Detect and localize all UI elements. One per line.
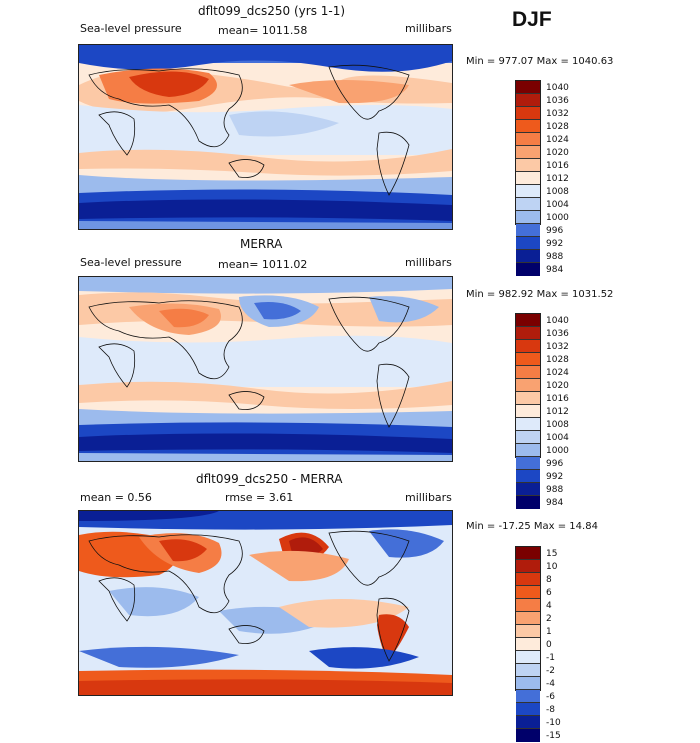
panel2-mean-label: mean= 1011.02 xyxy=(218,258,308,271)
panel3-minmax: Min = -17.25 Max = 14.84 xyxy=(466,521,598,532)
panel3-units-label: millibars xyxy=(405,491,452,504)
panel1-map xyxy=(78,44,453,230)
panel3-title: dflt099_dcs250 - MERRA xyxy=(196,472,343,486)
panel2-map xyxy=(78,276,453,462)
panel1-units-label: millibars xyxy=(405,22,452,35)
panel1-mean-label: mean= 1011.58 xyxy=(218,24,308,37)
panel2-colorbar xyxy=(515,313,541,509)
panel1-title: dflt099_dcs250 (yrs 1-1) xyxy=(198,4,346,18)
panel3-map xyxy=(78,510,453,696)
panel3-rmse-label: rmse = 3.61 xyxy=(225,491,294,504)
panel1-minmax: Min = 977.07 Max = 1040.63 xyxy=(466,56,614,67)
season-label: DJF xyxy=(512,8,552,31)
panel2-field-label: Sea-level pressure xyxy=(80,256,182,269)
panel2-colorbar-labels: 1040 1036 1032 1028 1024 1020 1016 1012 1008… xyxy=(546,316,569,508)
panel1-colorbar xyxy=(515,80,541,276)
panel2-minmax: Min = 982.92 Max = 1031.52 xyxy=(466,289,614,300)
panel3-mean-label: mean = 0.56 xyxy=(80,491,152,504)
panel1-field-label: Sea-level pressure xyxy=(80,22,182,35)
panel2-title: MERRA xyxy=(240,237,283,251)
panel2-units-label: millibars xyxy=(405,256,452,269)
panel1-colorbar-labels: 1040 1036 1032 1028 1024 1020 1016 1012 1008… xyxy=(546,83,569,275)
panel3-colorbar xyxy=(515,546,541,742)
